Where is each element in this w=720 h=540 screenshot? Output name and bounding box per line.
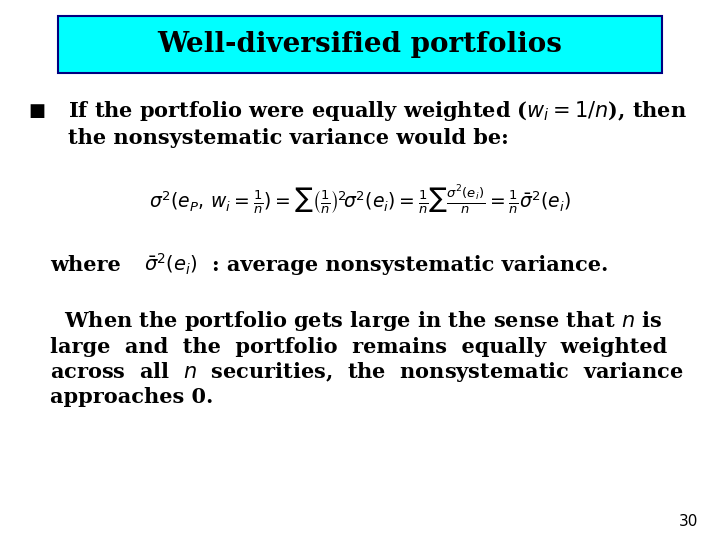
Text: 30: 30 bbox=[679, 514, 698, 529]
Text: If the portfolio were equally weighted ($w_i = 1/n$), then: If the portfolio were equally weighted (… bbox=[68, 99, 688, 123]
Text: Well-diversified portfolios: Well-diversified portfolios bbox=[158, 31, 562, 58]
Text: where: where bbox=[50, 254, 121, 275]
Text: ■: ■ bbox=[29, 102, 46, 120]
Text: the nonsystematic variance would be:: the nonsystematic variance would be: bbox=[68, 127, 509, 148]
Text: across  all  $n$  securities,  the  nonsystematic  variance: across all $n$ securities, the nonsystem… bbox=[50, 360, 684, 384]
Text: approaches 0.: approaches 0. bbox=[50, 387, 214, 408]
Text: $\bar{\sigma}^2(e_i)$: $\bar{\sigma}^2(e_i)$ bbox=[144, 252, 198, 277]
Text: large  and  the  portfolio  remains  equally  weighted: large and the portfolio remains equally … bbox=[50, 336, 667, 357]
FancyBboxPatch shape bbox=[58, 16, 662, 73]
Text: $\sigma^2(e_P,\, w_i = \frac{1}{n}) = \sum\left(\frac{1}{n}\right)^{\!2}\!\sigma: $\sigma^2(e_P,\, w_i = \frac{1}{n}) = \s… bbox=[149, 184, 571, 216]
Text: : average nonsystematic variance.: : average nonsystematic variance. bbox=[212, 254, 609, 275]
Text: When the portfolio gets large in the sense that $n$ is: When the portfolio gets large in the sen… bbox=[50, 309, 662, 333]
